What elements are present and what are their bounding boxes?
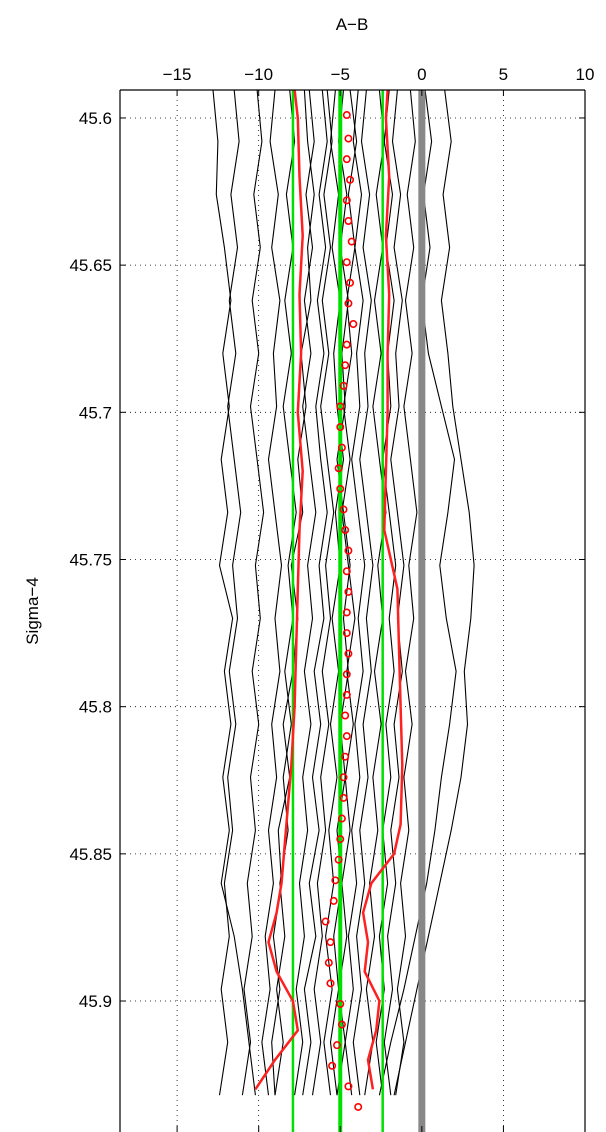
profile-line-9: [261, 90, 283, 1096]
mean-marker-4: [342, 196, 351, 205]
mean-marker-36: [334, 855, 343, 864]
mean-marker-48: [354, 1102, 363, 1111]
profile-line-7: [395, 90, 418, 1096]
mean-marker-8: [346, 278, 355, 287]
x-tick-labels: −15 −10 −5 0 5 10: [163, 65, 595, 1132]
mean-marker-0: [342, 111, 351, 120]
mean-marker-17: [334, 464, 343, 473]
mean-marker-30: [342, 732, 351, 741]
y-tick-label-6: 45.9: [79, 992, 112, 1011]
y-tick-labels: 45.6 45.65 45.7 45.75 45.8 45.85 45.9: [69, 109, 585, 1011]
mean-marker-38: [329, 896, 338, 905]
y-tick-label-4: 45.8: [79, 698, 112, 717]
y-tick-label-1: 45.65: [69, 256, 112, 275]
mean-marker-14: [336, 402, 345, 411]
profile-line-14: [393, 90, 475, 1096]
mean-marker-41: [324, 958, 333, 967]
profile-line-0: [271, 90, 315, 1096]
mean-marker-21: [344, 546, 353, 555]
profile-line-1: [302, 90, 328, 1096]
x-tick-label-0: −15: [163, 65, 192, 84]
mean-marker-16: [337, 443, 346, 452]
mean-marker-35: [336, 835, 345, 844]
mean-marker-45: [332, 1041, 341, 1050]
mean-marker-31: [341, 752, 350, 761]
mean-marker-15: [336, 423, 345, 432]
profile-line-16: [311, 90, 335, 1096]
mean-marker-2: [342, 155, 351, 164]
profile-line-5: [364, 90, 387, 1096]
profile-line-12: [218, 90, 242, 1096]
profile-line-6: [383, 90, 405, 1096]
axes-frame: [119, 89, 586, 1132]
mean-marker-39: [321, 917, 330, 926]
mean-marker-37: [331, 876, 340, 885]
envelope-low-line: [254, 90, 304, 1090]
mean-marker-47: [344, 1082, 353, 1091]
mean-marker-44: [337, 1020, 346, 1029]
mean-marker-13: [339, 381, 348, 390]
mean-marker-42: [326, 979, 335, 988]
x-tick-label-5: 10: [576, 65, 595, 84]
y-axis-title: Sigma−4: [23, 577, 42, 645]
mean-marker-22: [342, 567, 351, 576]
mean-marker-40: [326, 938, 335, 947]
y-tick-label-3: 45.75: [69, 550, 112, 569]
mean-marker-5: [344, 216, 353, 225]
profile-line-10: [241, 90, 265, 1096]
mean-marker-12: [341, 361, 350, 370]
mean-marker-1: [344, 134, 353, 143]
y-tick-label-2: 45.7: [79, 403, 112, 422]
mean-marker-6: [347, 237, 356, 246]
profile-line-11: [212, 90, 256, 1096]
profile-lines: [212, 90, 475, 1096]
x-axis-title: A−B: [336, 15, 369, 34]
mean-marker-23: [344, 587, 353, 596]
mean-marker-33: [339, 793, 348, 802]
mean-marker-7: [342, 258, 351, 267]
mean-marker-20: [341, 526, 350, 535]
mean-marker-34: [337, 814, 346, 823]
profile-line-4: [352, 90, 374, 1096]
mean-marker-18: [336, 484, 345, 493]
y-tick-label-0: 45.6: [79, 109, 112, 128]
mean-marker-32: [339, 773, 348, 782]
mean-marker-26: [344, 649, 353, 658]
mean-marker-24: [342, 608, 351, 617]
mean-marker-27: [342, 670, 351, 679]
x-tick-label-4: 5: [499, 65, 508, 84]
x-tick-label-1: −10: [244, 65, 273, 84]
mean-marker-11: [342, 340, 351, 349]
reference-lines: [291, 90, 426, 1132]
mean-markers: [321, 111, 363, 1111]
mean-marker-10: [349, 320, 358, 329]
mean-marker-3: [346, 175, 355, 184]
mean-marker-19: [339, 505, 348, 514]
mean-marker-9: [344, 299, 353, 308]
envelope-high-line: [361, 90, 404, 1090]
y-tick-label-5: 45.85: [69, 845, 112, 864]
mean-marker-25: [342, 629, 351, 638]
x-tick-label-3: 0: [417, 65, 426, 84]
mean-marker-46: [328, 1061, 337, 1070]
profile-line-2: [323, 90, 345, 1096]
mean-marker-29: [341, 711, 350, 720]
profile-line-13: [378, 90, 457, 1096]
envelope-lines: [254, 90, 404, 1090]
mean-marker-28: [342, 690, 351, 699]
profile-line-18: [294, 90, 317, 1096]
mean-marker-43: [336, 999, 345, 1008]
profile-line-15: [344, 90, 366, 1096]
x-tick-label-2: −5: [331, 65, 350, 84]
profile-line-8: [274, 90, 297, 1096]
